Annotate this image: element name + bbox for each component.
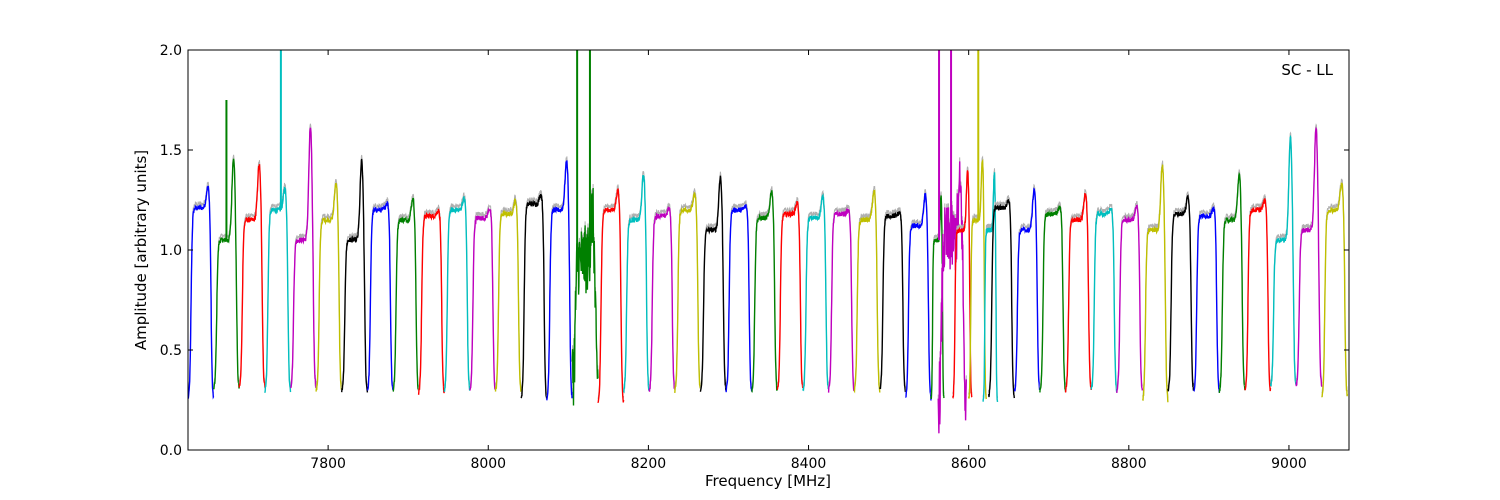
series-line-2	[238, 164, 266, 388]
series-line-33	[982, 172, 999, 402]
series-group	[188, 50, 1349, 434]
series-line-34	[988, 199, 1015, 399]
series-line-40	[1141, 164, 1169, 403]
y-tick-label-1: 0.5	[160, 343, 182, 359]
series-line-39	[1116, 204, 1144, 393]
series-line-13	[520, 193, 548, 399]
series-line-45	[1269, 134, 1297, 387]
series-line-14	[546, 160, 573, 401]
series-line-47	[1321, 182, 1349, 398]
series-line-23	[776, 201, 804, 390]
y-tick-label-0: 0.0	[160, 443, 182, 459]
series-line-10	[443, 196, 471, 392]
series-line-4	[289, 127, 317, 389]
series-line-9	[417, 208, 445, 395]
ticks-group: 7800 8000 8200 8400 8600 8800 9000 0.0 0.5 1.0 1.5…	[160, 43, 1349, 472]
y-tick-label-4: 2.0	[160, 43, 182, 59]
series-line-12	[494, 198, 522, 393]
series-line-21	[725, 204, 753, 393]
x-tick-label-3: 8400	[791, 456, 827, 472]
series-line-46	[1295, 126, 1323, 387]
series-line-43	[1218, 171, 1246, 393]
series-line-16	[597, 188, 625, 403]
y-tick-label-2: 1.0	[160, 243, 182, 259]
chart-annotation: SC - LL	[1281, 61, 1333, 79]
series-line-11	[469, 206, 496, 391]
x-tick-label-5: 8800	[1111, 456, 1147, 472]
series-line-27	[879, 210, 907, 393]
x-tick-label-6: 9000	[1271, 456, 1307, 472]
series-line-22	[751, 190, 778, 393]
series-line-26	[853, 189, 881, 394]
x-tick-label-0: 7800	[310, 456, 346, 472]
series-line-38	[1090, 207, 1118, 393]
series-line-31	[952, 170, 973, 399]
series-line-28	[905, 192, 932, 401]
series-line-42	[1193, 206, 1220, 393]
series-line-35	[1013, 187, 1041, 392]
series-line-36	[1039, 205, 1067, 393]
series-line-20	[699, 175, 727, 392]
series-line-41	[1167, 194, 1195, 392]
series-line-0	[188, 185, 215, 400]
series-line-6	[341, 158, 369, 393]
series-line-37	[1064, 193, 1092, 393]
x-tick-label-4: 8600	[951, 456, 987, 472]
series-line-18	[648, 206, 676, 392]
series-line-29	[930, 195, 945, 399]
series-line-5	[315, 182, 343, 392]
x-tick-label-2: 8200	[631, 456, 667, 472]
y-tick-label-3: 1.5	[160, 143, 182, 159]
series-line-25	[827, 207, 855, 393]
series-line-8	[392, 197, 420, 392]
y-axis-label: Amplitude [arbitrary units]	[132, 150, 150, 350]
series-line-24	[802, 193, 830, 392]
x-axis-label: Frequency [MHz]	[705, 472, 831, 490]
series-line-7	[366, 201, 394, 391]
series-line-17	[623, 175, 650, 394]
series-line-3	[264, 186, 292, 393]
series-line-19	[674, 192, 701, 393]
series-line-32	[968, 158, 987, 400]
series-line-44	[1244, 198, 1272, 392]
x-tick-label-1: 8000	[470, 456, 506, 472]
